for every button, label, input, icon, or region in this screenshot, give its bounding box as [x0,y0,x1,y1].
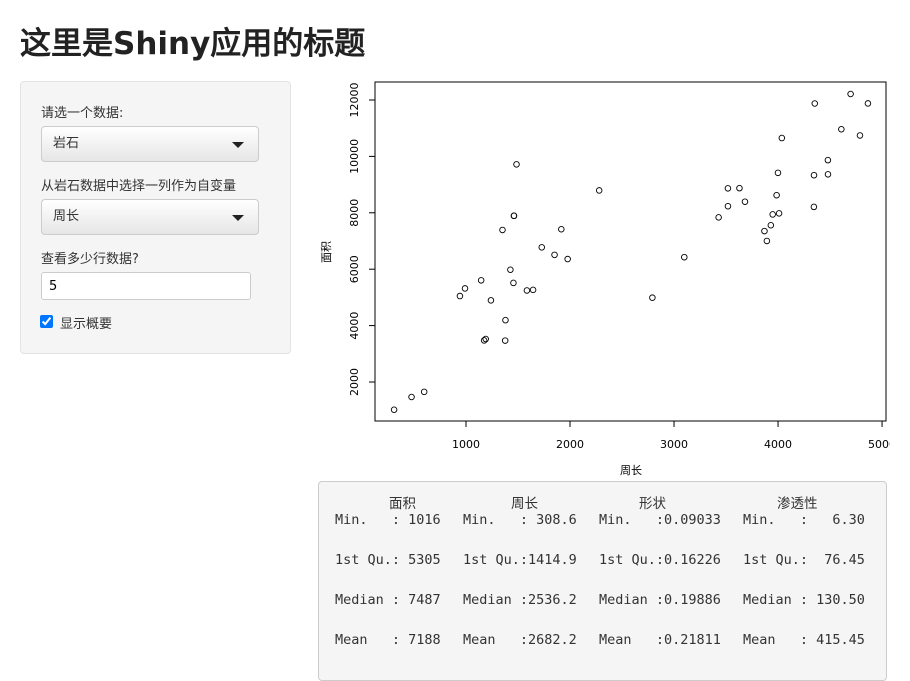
summary-header: 渗透性 [777,496,818,512]
point [558,226,565,233]
point [778,134,786,142]
y-tick-label: 4000 [348,312,361,340]
point [420,388,428,396]
point [761,227,768,235]
point [811,100,819,107]
plot-box [374,81,887,422]
summary-cell: Median :0.19886 [599,592,721,608]
point [810,203,818,211]
point [775,210,783,217]
x-tick-label: 3000 [660,438,688,451]
x-tick-label: 2000 [556,438,584,451]
summary-cell: 1st Qu.:1414.9 [463,552,577,568]
point [564,255,571,263]
point [724,202,732,210]
summary-header: 形状 [639,496,666,512]
summary-cell: Mean : 7188 [335,632,441,648]
summary-cell: Mean : 415.45 [743,632,865,648]
summary-cell: 1st Qu.:0.16226 [599,552,721,568]
point [501,337,509,344]
x-axis-label: 周长 [620,464,642,477]
app-title: 这里是Shiny应用的标题 [20,26,366,62]
y-tick-label: 10000 [348,139,361,174]
summary-header: 面积 [389,496,416,512]
summary-output: 面积 周长 形状 渗透性 Min. : 1016 Min. : 308.6 Min. :0.… [318,481,887,681]
point [482,335,489,343]
point [510,279,517,287]
y-tick-label: 8000 [348,199,361,227]
summary-cell: Min. : 6.30 [743,512,865,528]
point [810,171,818,179]
summary-cell: Min. : 308.6 [463,512,577,528]
point [523,287,531,294]
summary-cell: Mean :0.21811 [599,632,721,648]
point [477,277,485,284]
point [681,253,688,261]
point [529,286,537,294]
column-label: 从岩石数据中选择一列作为自变量 [41,179,237,194]
y-tick-label: 6000 [348,255,361,283]
summary-checkbox[interactable] [40,315,53,328]
point [480,337,488,344]
point [724,185,732,192]
point [824,156,832,164]
column-select[interactable]: 周长 [41,199,259,235]
y-axis-label: 面积 [320,241,333,263]
point [408,393,415,401]
summary-cell: 1st Qu.: 76.45 [743,552,865,568]
summary-cell: Min. :0.09033 [599,512,721,528]
point [595,187,603,194]
x-tick-label: 1000 [452,438,480,451]
summary-header: 周长 [511,496,538,512]
point [736,184,743,192]
point [769,211,776,218]
point [773,191,780,199]
point [864,100,872,107]
point [499,226,506,234]
point [763,237,771,245]
point [824,171,832,178]
x-tick-label: 5000 [868,438,890,451]
summary-cell: Mean :2682.2 [463,632,577,648]
point [502,316,509,324]
point [856,132,864,139]
point [767,222,775,229]
summary-label: 显示概要 [60,317,113,332]
page: {"page": {"title": "这里是Shiny应用的标题"}, "si… [20,26,890,681]
point [774,169,782,177]
summary-cell: 1st Qu.: 5305 [335,552,441,568]
point [513,161,520,168]
point [847,90,854,98]
summary-cell: Median : 130.50 [743,592,865,608]
point [390,406,398,413]
summary-cell: Min. : 1016 [335,512,441,528]
point [551,251,558,259]
point [510,212,518,220]
rows-label: 查看多少行数据? [41,252,139,267]
point [456,292,464,300]
sidebar-panel: 请选一个数据: 岩石 从岩石数据中选择一列作为自变量 周长 查看多少行数据? 显… [20,81,291,354]
summary-cell: Median :2536.2 [463,592,577,608]
x-tick-label: 4000 [764,438,792,451]
point [838,126,845,133]
point [487,297,495,304]
point [649,294,656,301]
y-tick-label: 12000 [348,82,361,117]
point [741,198,749,205]
rows-input[interactable] [41,272,251,300]
dataset-select[interactable]: 岩石 [41,126,259,162]
y-tick-label: 2000 [348,368,361,396]
point [507,266,514,274]
point [461,285,469,292]
point [538,244,545,251]
dataset-label: 请选一个数据: [41,106,124,121]
scatter-plot: 周长 面积 1000 2000 3000 4000 5000 2000 4000 6000 80… [320,81,890,477]
summary-cell: Median : 7487 [335,592,441,608]
point [715,214,722,221]
